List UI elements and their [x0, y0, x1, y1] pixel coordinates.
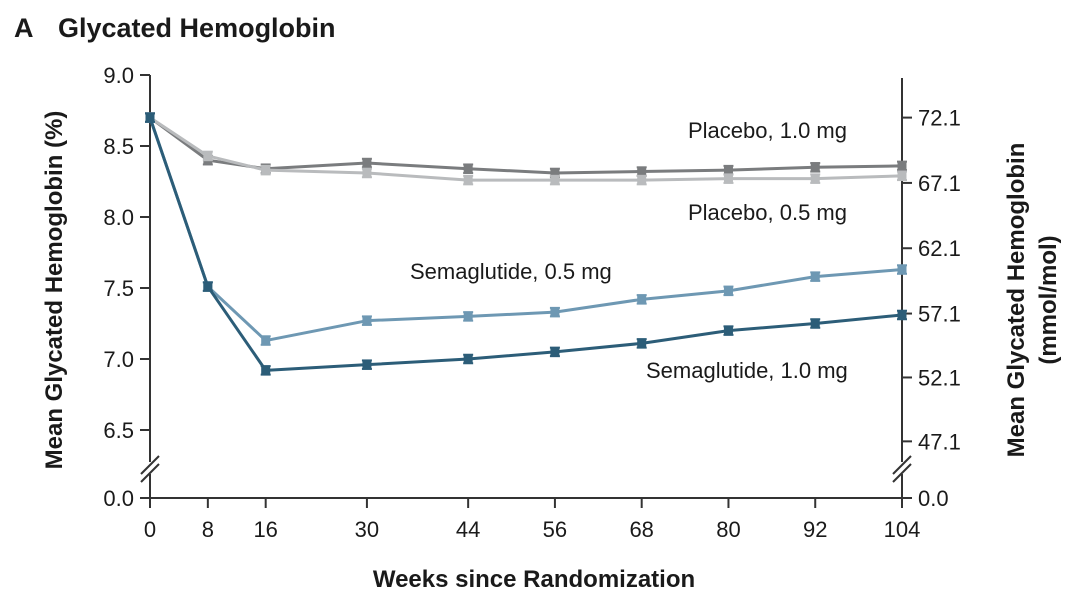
data-point	[362, 316, 372, 326]
x-axis-title: Weeks since Randomization	[373, 566, 695, 593]
y-tick-label: 7.5	[103, 276, 134, 301]
series-line	[148, 117, 903, 372]
data-point	[362, 168, 372, 178]
data-point	[550, 175, 560, 185]
data-point	[897, 161, 907, 171]
x-tick-label: 92	[803, 517, 827, 542]
data-point	[550, 347, 560, 357]
left-axis-break-mark	[140, 463, 160, 483]
data-point	[810, 162, 820, 172]
x-tick-label: 0	[144, 517, 156, 542]
data-point	[463, 311, 473, 321]
data-point	[261, 336, 271, 346]
right-axis-break-mark	[892, 455, 912, 475]
data-point	[897, 171, 907, 181]
series-line	[149, 116, 903, 182]
y2-tick-label: 62.1	[918, 236, 961, 261]
y-tick-label: 7.0	[103, 347, 134, 372]
x-tick-label: 16	[253, 517, 277, 542]
series-line	[148, 117, 903, 343]
data-point	[637, 167, 647, 177]
data-point	[723, 286, 733, 296]
y2-axis-title-line2: (mmol/mol)	[1035, 235, 1062, 364]
x-tick-label: 104	[884, 517, 921, 542]
data-point	[463, 175, 473, 185]
right-axis-break-mark	[892, 463, 912, 483]
data-point	[362, 158, 372, 168]
data-point	[550, 307, 560, 317]
x-tick-label: 8	[202, 517, 214, 542]
data-point	[897, 265, 907, 275]
y2-tick-label: 47.1	[918, 429, 961, 454]
y-tick-label: 8.5	[103, 134, 134, 159]
y-axis-title: Mean Glycated Hemoglobin (%)	[41, 111, 68, 470]
panel-title: Glycated Hemoglobin	[58, 13, 336, 43]
left-axis-break-mark	[140, 455, 160, 475]
data-point	[203, 151, 213, 161]
data-point	[810, 319, 820, 328]
x-tick-label: 44	[456, 517, 480, 542]
y2-tick-label: 57.1	[918, 302, 961, 327]
data-point	[550, 168, 560, 178]
y-tick-label: 8.0	[103, 205, 134, 230]
series-group	[145, 112, 907, 376]
data-point	[463, 164, 473, 174]
data-point	[723, 326, 733, 336]
data-point	[637, 175, 647, 185]
right-baseline-label: 0.0	[918, 486, 949, 511]
y2-axis-title-line1: Mean Glycated Hemoglobin	[1003, 143, 1030, 458]
y2-tick-label: 72.1	[918, 106, 961, 131]
y2-tick-label: 52.1	[918, 365, 961, 390]
data-point	[723, 174, 733, 184]
data-point	[203, 282, 213, 292]
data-point	[723, 165, 733, 175]
data-point	[261, 165, 271, 175]
data-point	[261, 365, 271, 375]
series-3	[145, 112, 907, 376]
series-label-semaglutide-1-0: Semaglutide, 1.0 mg	[646, 358, 848, 383]
panel-letter: A	[14, 13, 34, 43]
data-point	[637, 294, 647, 304]
x-axis-ticks: 0 8 16 30 44 56 68 80 92 104	[144, 498, 920, 542]
data-point	[362, 360, 372, 370]
y-tick-label: 9.0	[103, 63, 134, 88]
data-point	[637, 338, 647, 348]
series-label-semaglutide-0-5: Semaglutide, 0.5 mg	[410, 259, 612, 284]
data-point	[897, 310, 907, 320]
x-tick-label: 68	[629, 517, 653, 542]
y2-axis-ticks: 72.1 67.1 62.1 57.1 52.1 47.1	[902, 106, 961, 454]
series-1	[145, 112, 907, 186]
series-label-placebo-1-0: Placebo, 1.0 mg	[688, 118, 847, 143]
series-label-placebo-0-5: Placebo, 0.5 mg	[688, 200, 847, 225]
data-point	[463, 354, 473, 364]
data-point	[810, 272, 820, 282]
y2-tick-label: 67.1	[918, 171, 961, 196]
series-2	[145, 112, 907, 346]
data-point	[810, 174, 820, 184]
y-tick-label: 6.5	[103, 418, 134, 443]
y-axis-ticks: 9.0 8.5 8.0 7.5 7.0 6.5	[103, 63, 150, 443]
x-tick-label: 30	[355, 517, 379, 542]
data-point	[145, 113, 155, 123]
x-tick-label: 56	[543, 517, 567, 542]
left-baseline-label: 0.0	[103, 486, 134, 511]
x-tick-label: 80	[716, 517, 740, 542]
